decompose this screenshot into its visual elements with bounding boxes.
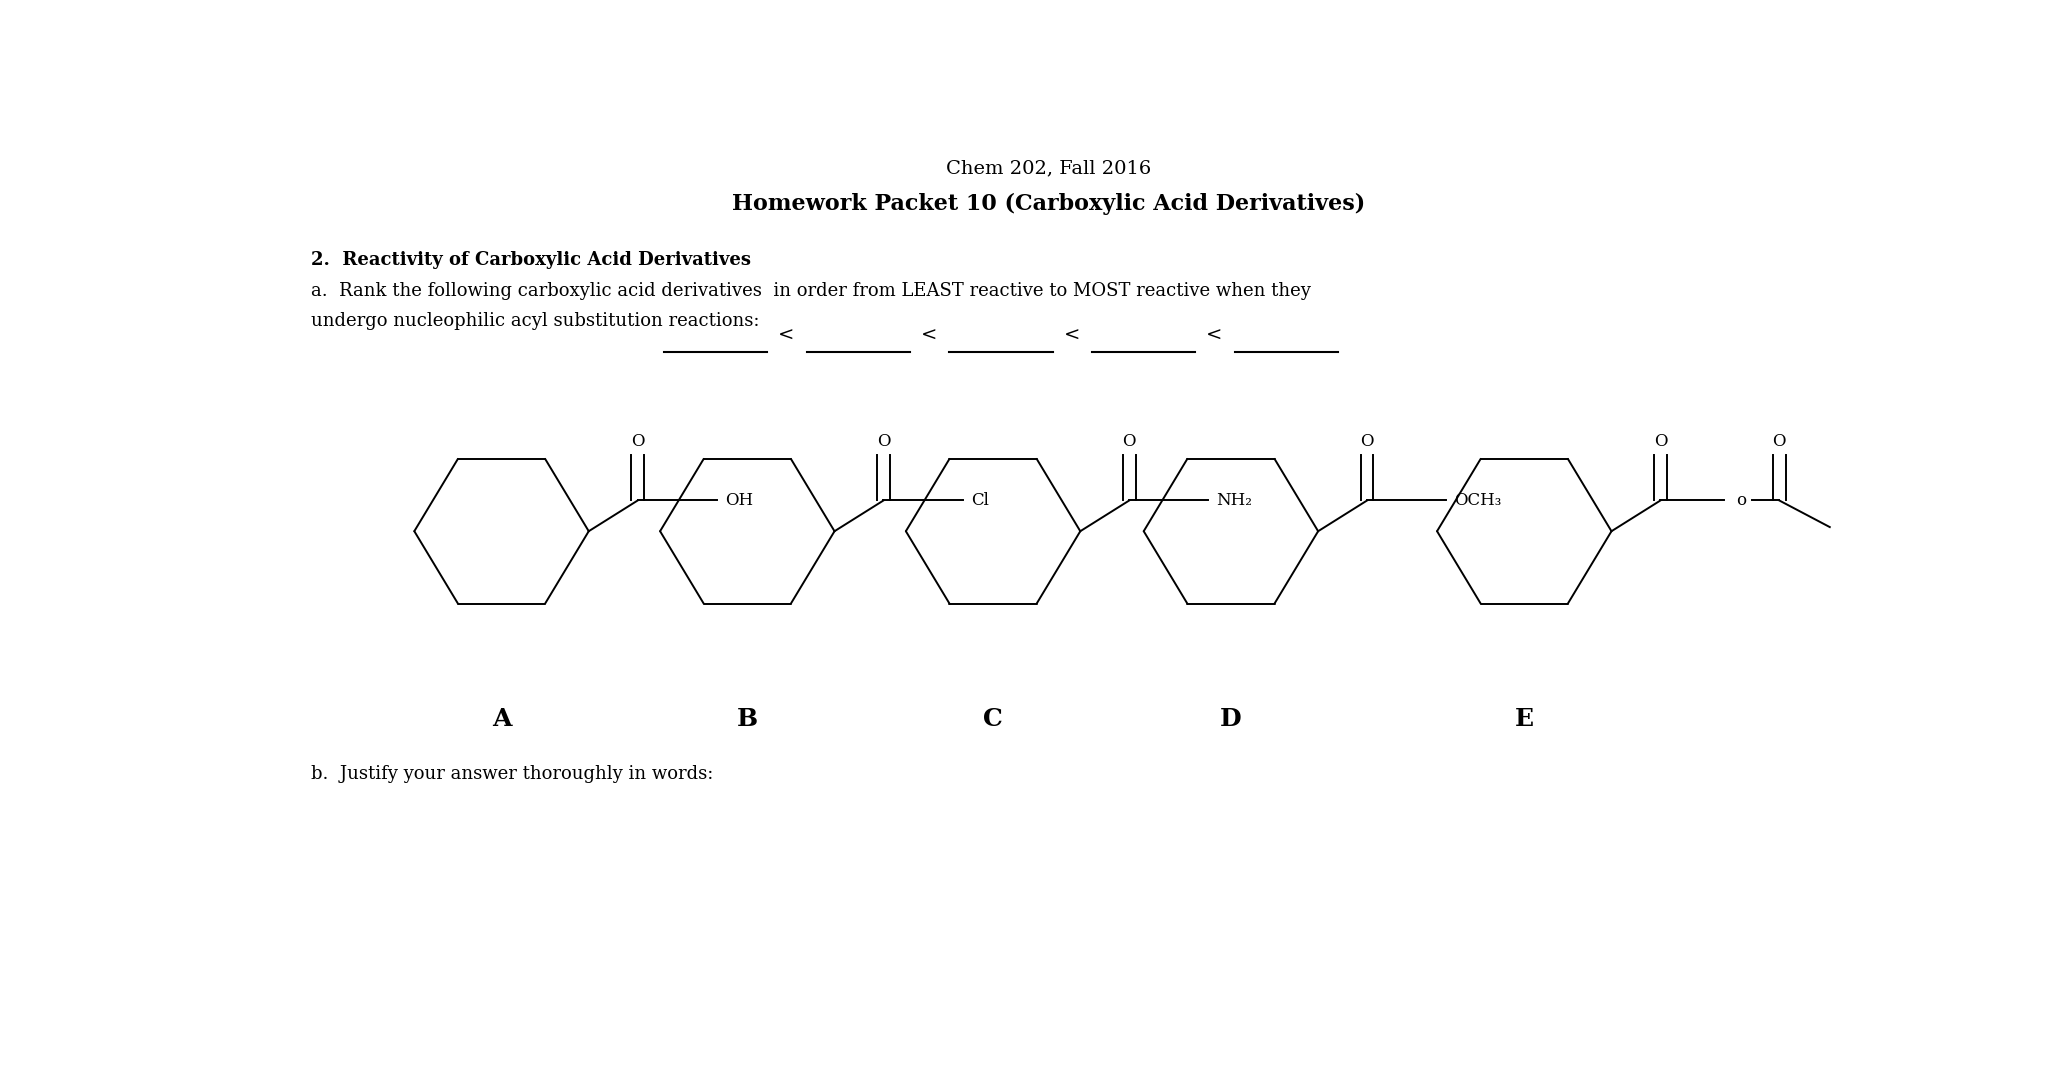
Text: O: O: [1772, 433, 1786, 450]
Text: Homework Packet 10 (Carboxylic Acid Derivatives): Homework Packet 10 (Carboxylic Acid Deri…: [732, 193, 1365, 215]
Text: NH₂: NH₂: [1217, 492, 1252, 509]
Text: <: <: [1205, 327, 1221, 345]
Text: O: O: [1653, 433, 1667, 450]
Text: O: O: [1123, 433, 1136, 450]
Text: Chem 202, Fall 2016: Chem 202, Fall 2016: [945, 159, 1152, 178]
Text: 2.  Reactivity of Carboxylic Acid Derivatives: 2. Reactivity of Carboxylic Acid Derivat…: [311, 252, 751, 269]
Text: <: <: [921, 327, 937, 345]
Text: OH: OH: [724, 492, 753, 509]
Text: O: O: [876, 433, 890, 450]
Text: OCH₃: OCH₃: [1455, 492, 1502, 509]
Text: B: B: [737, 706, 757, 730]
Text: E: E: [1514, 706, 1534, 730]
Text: b.  Justify your answer thoroughly in words:: b. Justify your answer thoroughly in wor…: [311, 765, 714, 783]
Text: <: <: [777, 327, 794, 345]
Text: A: A: [491, 706, 512, 730]
Text: o: o: [1737, 492, 1747, 509]
Text: O: O: [630, 433, 644, 450]
Text: undergo nucleophilic acyl substitution reactions:: undergo nucleophilic acyl substitution r…: [311, 312, 759, 330]
Text: Cl: Cl: [970, 492, 988, 509]
Text: a.  Rank the following carboxylic acid derivatives  in order from LEAST reactive: a. Rank the following carboxylic acid de…: [311, 282, 1311, 301]
Text: C: C: [984, 706, 1003, 730]
Text: <: <: [1064, 327, 1080, 345]
Text: D: D: [1219, 706, 1242, 730]
Text: O: O: [1361, 433, 1373, 450]
